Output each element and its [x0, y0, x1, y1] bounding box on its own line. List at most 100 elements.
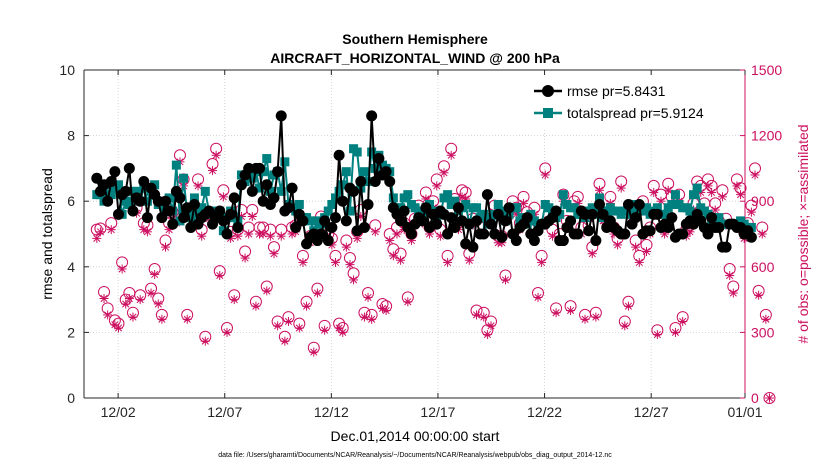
obs-assimilated-point [251, 301, 261, 311]
obs-assimilated-point [99, 294, 109, 304]
totalspread-point [569, 203, 579, 213]
rmse-point [380, 166, 392, 178]
totalspread-point [171, 160, 181, 170]
rmse-point [622, 198, 634, 210]
totalspread-point [345, 206, 355, 216]
rmse-point [572, 228, 584, 240]
totalspread-point [667, 199, 677, 209]
obs-assimilated-point [312, 288, 322, 298]
obs-assimilated-point [396, 255, 406, 265]
totalspread-point [714, 213, 724, 223]
rmse-point [662, 221, 674, 233]
y-tick-label-right: 1500 [751, 62, 782, 78]
rmse-point [337, 195, 349, 207]
rmse-point [355, 176, 367, 188]
obs-assimilated-point [392, 229, 402, 239]
rmse-point [141, 212, 153, 224]
obs-assimilated-point [707, 187, 717, 197]
y-tick-label-right: 0 [751, 390, 759, 406]
y-tick-label-left: 2 [67, 324, 75, 340]
rmse-point [221, 228, 233, 240]
rmse-point [333, 149, 345, 161]
totalspread-point [403, 190, 413, 200]
obs-assimilated-point [359, 312, 369, 322]
rmse-point [188, 198, 200, 210]
totalspread-point [255, 183, 265, 193]
totalspread-point [142, 196, 152, 206]
rmse-point [395, 215, 407, 227]
obs-assimilated-point [218, 192, 228, 202]
obs-possible-point [763, 392, 776, 404]
totalspread-point [189, 193, 199, 203]
rmse-point [503, 202, 515, 214]
obs-assimilated-point [642, 246, 652, 256]
rmse-point [481, 189, 493, 201]
totalspread-point [558, 190, 568, 200]
rmse-point [156, 212, 168, 224]
x-tick-label: 01/01 [727, 404, 762, 420]
obs-assimilated-point [280, 336, 290, 346]
totalspread-point [594, 193, 604, 203]
obs-assimilated-point [634, 257, 644, 267]
totalspread-point [685, 206, 695, 216]
obs-assimilated-point [631, 242, 641, 252]
rmse-point [565, 215, 577, 227]
axes-frame [83, 69, 746, 399]
totalspread-point [280, 157, 290, 167]
totalspread-point [367, 147, 377, 157]
obs-assimilated-point [247, 212, 257, 222]
totalspread-point [461, 199, 471, 209]
rmse-point [369, 176, 381, 188]
totalspread-point [450, 196, 460, 206]
obs-assimilated-point [566, 306, 576, 316]
rmse-point [112, 208, 124, 220]
rmse-point [232, 221, 244, 233]
rmse-point [528, 235, 540, 247]
x-tick-label: 12/17 [420, 404, 455, 420]
x-tick-label: 12/22 [527, 404, 562, 420]
obs-assimilated-point [500, 275, 510, 285]
rmse-point [163, 205, 175, 217]
legend-totalspread-marker [543, 108, 553, 118]
y-axis-label-left: rmse and totalspread [39, 168, 55, 300]
obs-assimilated-point [276, 231, 286, 241]
y-tick-label-right: 600 [751, 259, 775, 275]
rmse-point [138, 176, 150, 188]
obs-assimilated-point [124, 294, 134, 304]
rmse-point [745, 231, 757, 243]
legend-rmse-label: rmse pr=5.8431 [567, 83, 666, 99]
obs-assimilated-point [732, 181, 742, 191]
rmse-point [315, 228, 327, 240]
chart-title: Southern Hemisphere [342, 31, 488, 47]
rmse-point [677, 228, 689, 240]
totalspread-point [359, 167, 369, 177]
obs-assimilated-point [403, 297, 413, 307]
obs-assimilated-point [757, 229, 767, 239]
obs-assimilated-point [446, 150, 456, 160]
rmse-point [272, 166, 284, 178]
y-tick-label-left: 10 [59, 62, 75, 78]
rmse-point [405, 228, 417, 240]
obs-assimilated-point [269, 249, 279, 259]
obs-assimilated-point [150, 269, 160, 279]
totalspread-point [186, 213, 196, 223]
totalspread-point [200, 186, 210, 196]
totalspread-point [113, 180, 123, 190]
obs-assimilated-point [182, 314, 192, 324]
rmse-point [235, 179, 247, 191]
obs-assimilated-point [652, 330, 662, 340]
rmse-point [290, 221, 302, 233]
rmse-point [174, 192, 186, 204]
totalspread-point [341, 167, 351, 177]
rmse-point [282, 202, 294, 214]
totalspread-point [493, 199, 503, 209]
obs-assimilated-point [388, 251, 398, 261]
ticks: 12/02 12/07 12/12 12/17 12/22 12/27 01/0102468… [59, 62, 782, 420]
obs-assimilated-point [616, 183, 626, 193]
totalspread-point [692, 183, 702, 193]
totalspread-point [124, 199, 134, 209]
obs-assimilated-point [341, 242, 351, 252]
obs-assimilated-point [334, 323, 344, 333]
obs-assimilated-point [551, 308, 561, 318]
